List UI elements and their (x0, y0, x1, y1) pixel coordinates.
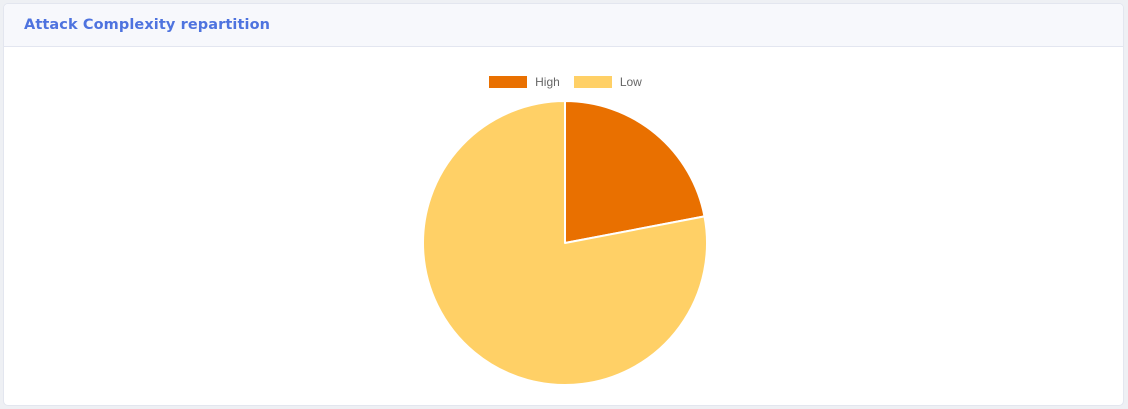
pie-chart (422, 100, 708, 386)
chart-legend: High Low (4, 75, 1123, 89)
legend-item-high[interactable]: High (485, 75, 560, 89)
pie-slice-high[interactable] (564, 100, 706, 244)
chart-card: Attack Complexity repartition High Low (3, 3, 1124, 406)
legend-item-low[interactable]: Low (570, 75, 642, 89)
chart-area: High Low (4, 47, 1123, 405)
legend-label-high: High (535, 75, 560, 89)
legend-swatch-low (573, 76, 612, 88)
legend-label-low: Low (619, 75, 642, 89)
legend-swatch-high (489, 76, 528, 88)
card-title: Attack Complexity repartition (24, 17, 271, 33)
pie-slice-low[interactable] (422, 100, 708, 386)
card-header: Attack Complexity repartition (4, 4, 1123, 47)
